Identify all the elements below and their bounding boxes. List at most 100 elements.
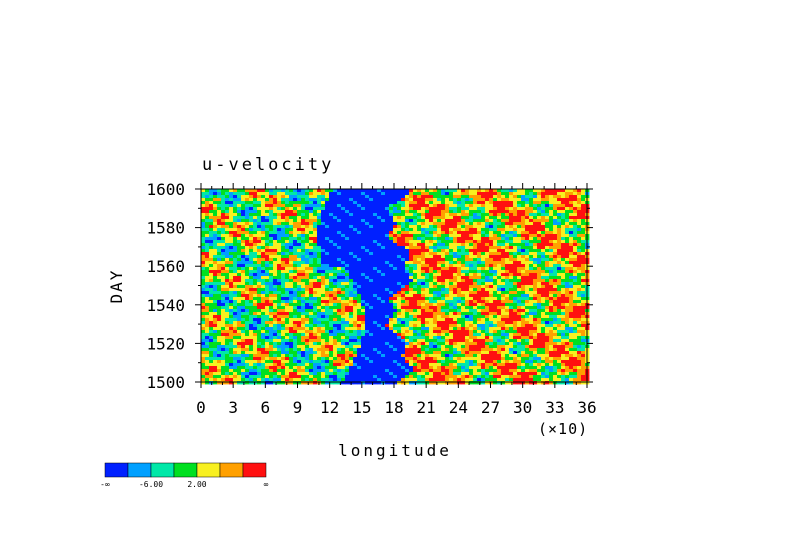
heatmap-cell bbox=[445, 264, 450, 268]
heatmap-cell bbox=[537, 303, 542, 307]
heatmap-cell bbox=[473, 228, 478, 232]
heatmap-cell bbox=[517, 261, 522, 265]
heatmap-cell bbox=[353, 339, 358, 343]
heatmap-cell bbox=[333, 267, 338, 271]
heatmap-cell bbox=[305, 312, 310, 316]
heatmap-cell bbox=[481, 285, 486, 289]
heatmap-cell bbox=[333, 243, 338, 247]
heatmap-cell bbox=[513, 222, 518, 226]
heatmap-cell bbox=[569, 276, 574, 280]
heatmap-cell bbox=[361, 273, 366, 277]
heatmap-cell bbox=[329, 282, 334, 286]
heatmap-cell bbox=[409, 249, 414, 253]
heatmap-cell bbox=[337, 222, 342, 226]
heatmap-cell bbox=[357, 327, 362, 331]
heatmap-cell bbox=[289, 195, 294, 199]
heatmap-cell bbox=[345, 198, 350, 202]
heatmap-cell bbox=[441, 234, 446, 238]
heatmap-cell bbox=[577, 276, 582, 280]
heatmap-cell bbox=[413, 261, 418, 265]
heatmap-cell bbox=[581, 330, 586, 334]
heatmap-cell bbox=[373, 243, 378, 247]
heatmap-cell bbox=[229, 246, 234, 250]
heatmap-cell bbox=[201, 264, 206, 268]
heatmap-cell bbox=[213, 255, 218, 259]
heatmap-cell bbox=[353, 321, 358, 325]
heatmap-cell bbox=[249, 330, 254, 334]
heatmap-cell bbox=[217, 306, 222, 310]
heatmap-cell bbox=[501, 300, 506, 304]
heatmap-cell bbox=[333, 285, 338, 289]
heatmap-cell bbox=[413, 240, 418, 244]
heatmap-cell bbox=[489, 312, 494, 316]
heatmap-cell bbox=[385, 204, 390, 208]
heatmap-cell bbox=[537, 231, 542, 235]
heatmap-cell bbox=[453, 252, 458, 256]
heatmap-cell bbox=[361, 219, 366, 223]
heatmap-cell bbox=[385, 249, 390, 253]
heatmap-cell bbox=[297, 192, 302, 196]
heatmap-cell bbox=[361, 324, 366, 328]
heatmap-cell bbox=[425, 333, 430, 337]
heatmap-cell bbox=[429, 207, 434, 211]
heatmap-cell bbox=[497, 330, 502, 334]
heatmap-cell bbox=[573, 195, 578, 199]
heatmap-cell bbox=[313, 324, 318, 328]
heatmap-cell bbox=[217, 228, 222, 232]
heatmap-cell bbox=[497, 279, 502, 283]
heatmap-cell bbox=[561, 225, 566, 229]
heatmap-cell bbox=[285, 267, 290, 271]
heatmap-cell bbox=[529, 219, 534, 223]
heatmap-cell bbox=[525, 276, 530, 280]
heatmap-cell bbox=[425, 240, 430, 244]
heatmap-cell bbox=[253, 243, 258, 247]
heatmap-cell bbox=[449, 213, 454, 217]
heatmap-cell bbox=[257, 270, 262, 274]
heatmap-cell bbox=[481, 324, 486, 328]
heatmap-cell bbox=[353, 213, 358, 217]
heatmap-cell bbox=[425, 291, 430, 295]
heatmap-cell bbox=[225, 258, 230, 262]
heatmap-cell bbox=[333, 198, 338, 202]
heatmap-cell bbox=[341, 225, 346, 229]
heatmap-cell bbox=[457, 216, 462, 220]
heatmap-cell bbox=[313, 243, 318, 247]
heatmap-cell bbox=[461, 291, 466, 295]
heatmap-cell bbox=[273, 225, 278, 229]
heatmap-cell bbox=[245, 258, 250, 262]
heatmap-cell bbox=[565, 291, 570, 295]
heatmap-cell bbox=[453, 285, 458, 289]
heatmap-cell bbox=[381, 315, 386, 319]
heatmap-cell bbox=[313, 339, 318, 343]
heatmap-cell bbox=[473, 264, 478, 268]
heatmap-cell bbox=[489, 192, 494, 196]
heatmap-cell bbox=[309, 282, 314, 286]
heatmap-cell bbox=[265, 189, 270, 193]
heatmap-cell bbox=[425, 219, 430, 223]
heatmap-cell bbox=[385, 267, 390, 271]
heatmap-cell bbox=[417, 225, 422, 229]
heatmap-cell bbox=[509, 267, 514, 271]
heatmap-cell bbox=[429, 246, 434, 250]
heatmap-cell bbox=[261, 291, 266, 295]
heatmap-cell bbox=[321, 312, 326, 316]
heatmap-cell bbox=[397, 312, 402, 316]
heatmap-cell bbox=[317, 210, 322, 214]
heatmap-cell bbox=[361, 207, 366, 211]
heatmap-cell bbox=[373, 207, 378, 211]
heatmap-cell bbox=[409, 303, 414, 307]
heatmap-cell bbox=[573, 198, 578, 202]
heatmap-cell bbox=[333, 228, 338, 232]
heatmap-cell bbox=[289, 267, 294, 271]
heatmap-cell bbox=[561, 216, 566, 220]
heatmap-cell bbox=[373, 246, 378, 250]
heatmap-cell bbox=[573, 225, 578, 229]
heatmap-cell bbox=[249, 219, 254, 223]
heatmap-cell bbox=[341, 213, 346, 217]
heatmap-cell bbox=[421, 204, 426, 208]
heatmap-cell bbox=[281, 192, 286, 196]
heatmap-cell bbox=[217, 234, 222, 238]
heatmap-cell bbox=[393, 297, 398, 301]
heatmap-cell bbox=[581, 207, 586, 211]
heatmap-cell bbox=[541, 246, 546, 250]
